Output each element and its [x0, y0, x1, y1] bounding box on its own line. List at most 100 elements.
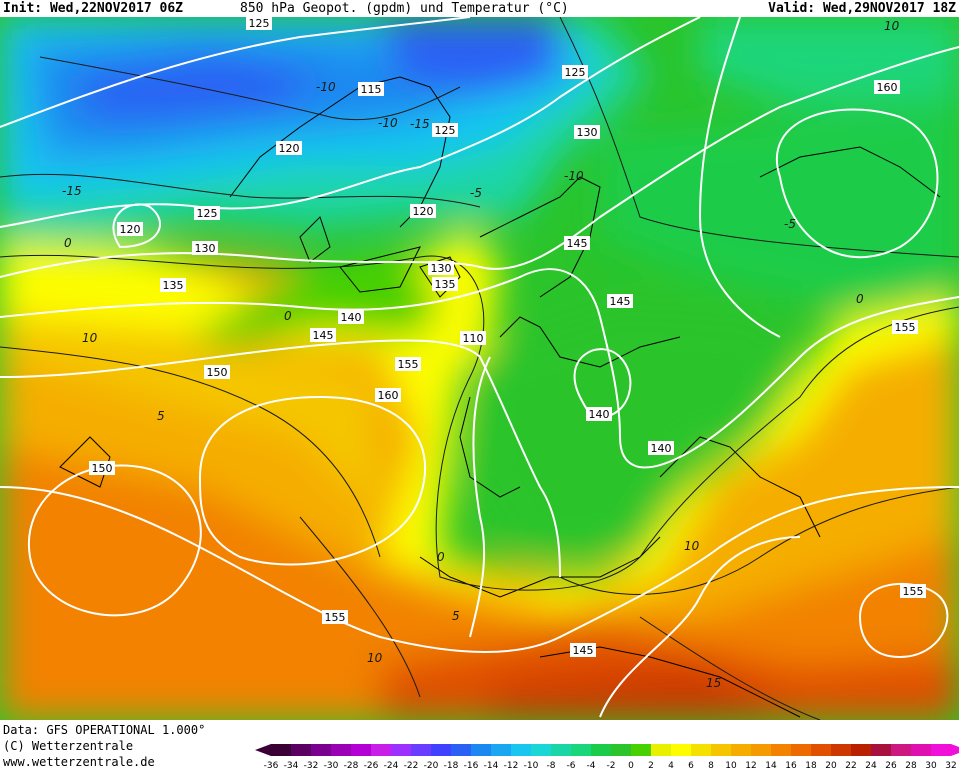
geo-label-text: 110: [463, 332, 484, 345]
legend-tick-label: -6: [567, 761, 576, 770]
temp-label: 0: [856, 292, 864, 306]
geo-label-text: 125: [197, 207, 218, 220]
geo-label-text: 150: [207, 366, 228, 379]
geo-label: 140: [648, 441, 674, 455]
legend-tick-label: 4: [668, 761, 674, 770]
legend-tick-label: -12: [504, 761, 519, 770]
geo-label: 145: [564, 236, 590, 250]
geo-label: 155: [395, 357, 421, 371]
legend-tick-label: 32: [945, 761, 956, 770]
legend-swatch: [851, 744, 871, 756]
temp-label: 0: [437, 550, 445, 564]
temp-label: -5: [784, 217, 796, 231]
geo-label-text: 150: [92, 462, 113, 475]
legend-swatch: [331, 744, 351, 756]
geo-label: 155: [892, 320, 918, 334]
legend-arrow-right: [951, 744, 959, 756]
legend-swatch: [691, 744, 711, 756]
legend-tick-label: 28: [905, 761, 917, 770]
legend-swatch: [391, 744, 411, 756]
legend-swatch: [611, 744, 631, 756]
temperature-labels: -10 -15 -10 -15 -5 0 -10 10 10 5 0 0 5 1…: [62, 19, 900, 690]
legend-swatch: [351, 744, 371, 756]
legend-swatch: [831, 744, 851, 756]
geo-label: 130: [574, 125, 600, 139]
legend-swatch: [771, 744, 791, 756]
chart-title: 850 hPa Geopot. (gpdm) und Temperatur (°…: [240, 1, 569, 16]
legend-swatch: [551, 744, 571, 756]
legend-swatch: [311, 744, 331, 756]
legend-swatch: [791, 744, 811, 756]
geo-label-text: 130: [577, 126, 598, 139]
legend-tick-label: -24: [384, 761, 399, 770]
geo-label-text: 160: [877, 81, 898, 94]
geo-label: 125: [246, 17, 272, 30]
geo-label: 155: [322, 610, 348, 624]
website-link[interactable]: www.wetterzentrale.de: [3, 755, 155, 769]
legend-swatch: [751, 744, 771, 756]
legend-arrow-left: [255, 744, 271, 756]
legend-tick-label: 30: [925, 761, 937, 770]
color-legend: -36 -34 -32 -30 -28 -26 -24 -22 -20 -18 -16 -14 -12-…: [255, 744, 959, 770]
map-canvas: 125 115 125 130 120 125 120 130 120 125 …: [0, 17, 959, 720]
geo-label: 125: [194, 206, 220, 220]
legend-swatch: [271, 744, 291, 756]
geo-label-text: 135: [435, 278, 456, 291]
geo-label: 120: [117, 222, 143, 236]
legend-tick-label: -8: [547, 761, 556, 770]
geo-label-text: 140: [341, 311, 362, 324]
geo-label: 135: [432, 277, 458, 291]
valid-time: Valid: Wed,29NOV2017 18Z: [768, 1, 956, 16]
geo-label-text: 130: [195, 242, 216, 255]
temp-label: 10: [684, 539, 700, 553]
geo-label-text: 145: [610, 295, 631, 308]
map-footer: Data: GFS OPERATIONAL 1.000° (C) Wetterz…: [0, 720, 959, 770]
geo-label-text: 125: [565, 66, 586, 79]
geo-label: 140: [338, 310, 364, 324]
temp-label: 10: [367, 651, 383, 665]
isohypses: [0, 17, 959, 718]
geo-label: 140: [586, 407, 612, 421]
legend-tick-label: -18: [444, 761, 459, 770]
geo-label-text: 155: [325, 611, 346, 624]
geo-label: 145: [570, 643, 596, 657]
legend-tick-label: -10: [524, 761, 539, 770]
geo-label: 125: [432, 123, 458, 137]
legend-tick-label: 10: [725, 761, 737, 770]
geo-label-text: 155: [903, 585, 924, 598]
geo-label-text: 140: [589, 408, 610, 421]
temp-label: -10: [564, 169, 584, 183]
copyright: (C) Wetterzentrale: [3, 739, 134, 753]
legend-tick-label: -30: [324, 761, 339, 770]
legend-swatch: [291, 744, 311, 756]
legend-tick-label: -28: [344, 761, 359, 770]
geo-label-text: 160: [378, 389, 399, 402]
data-source: Data: GFS OPERATIONAL 1.000°: [3, 723, 206, 737]
legend-tick-label: 20: [825, 761, 837, 770]
legend-swatch: [911, 744, 931, 756]
geopotential-labels: 125 115 125 130 120 125 120 130 120 125 …: [89, 17, 926, 657]
isotherms: [0, 17, 959, 720]
legend-tick-label: 2: [648, 761, 654, 770]
geo-label: 125: [562, 65, 588, 79]
legend-swatch: [631, 744, 651, 756]
temp-label: -10: [316, 80, 336, 94]
geo-label-text: 145: [313, 329, 334, 342]
geo-label: 145: [607, 294, 633, 308]
geo-label: 135: [160, 278, 186, 292]
legend-tick-label: -34: [284, 761, 299, 770]
geo-label-text: 135: [163, 279, 184, 292]
geo-label-text: 145: [573, 644, 594, 657]
legend-tick-label: -2: [607, 761, 616, 770]
legend-tick-label: -20: [424, 761, 439, 770]
geo-label-text: 120: [413, 205, 434, 218]
geo-label: 155: [900, 584, 926, 598]
init-time: Init: Wed,22NOV2017 06Z: [3, 1, 184, 16]
legend-swatch: [871, 744, 891, 756]
geo-label: 130: [192, 241, 218, 255]
map-header: Init: Wed,22NOV2017 06Z 850 hPa Geopot. …: [0, 0, 959, 17]
legend-tick-label: 24: [865, 761, 877, 770]
geo-label-text: 120: [120, 223, 141, 236]
geo-label-text: 125: [435, 124, 456, 137]
geo-label: 120: [276, 141, 302, 155]
